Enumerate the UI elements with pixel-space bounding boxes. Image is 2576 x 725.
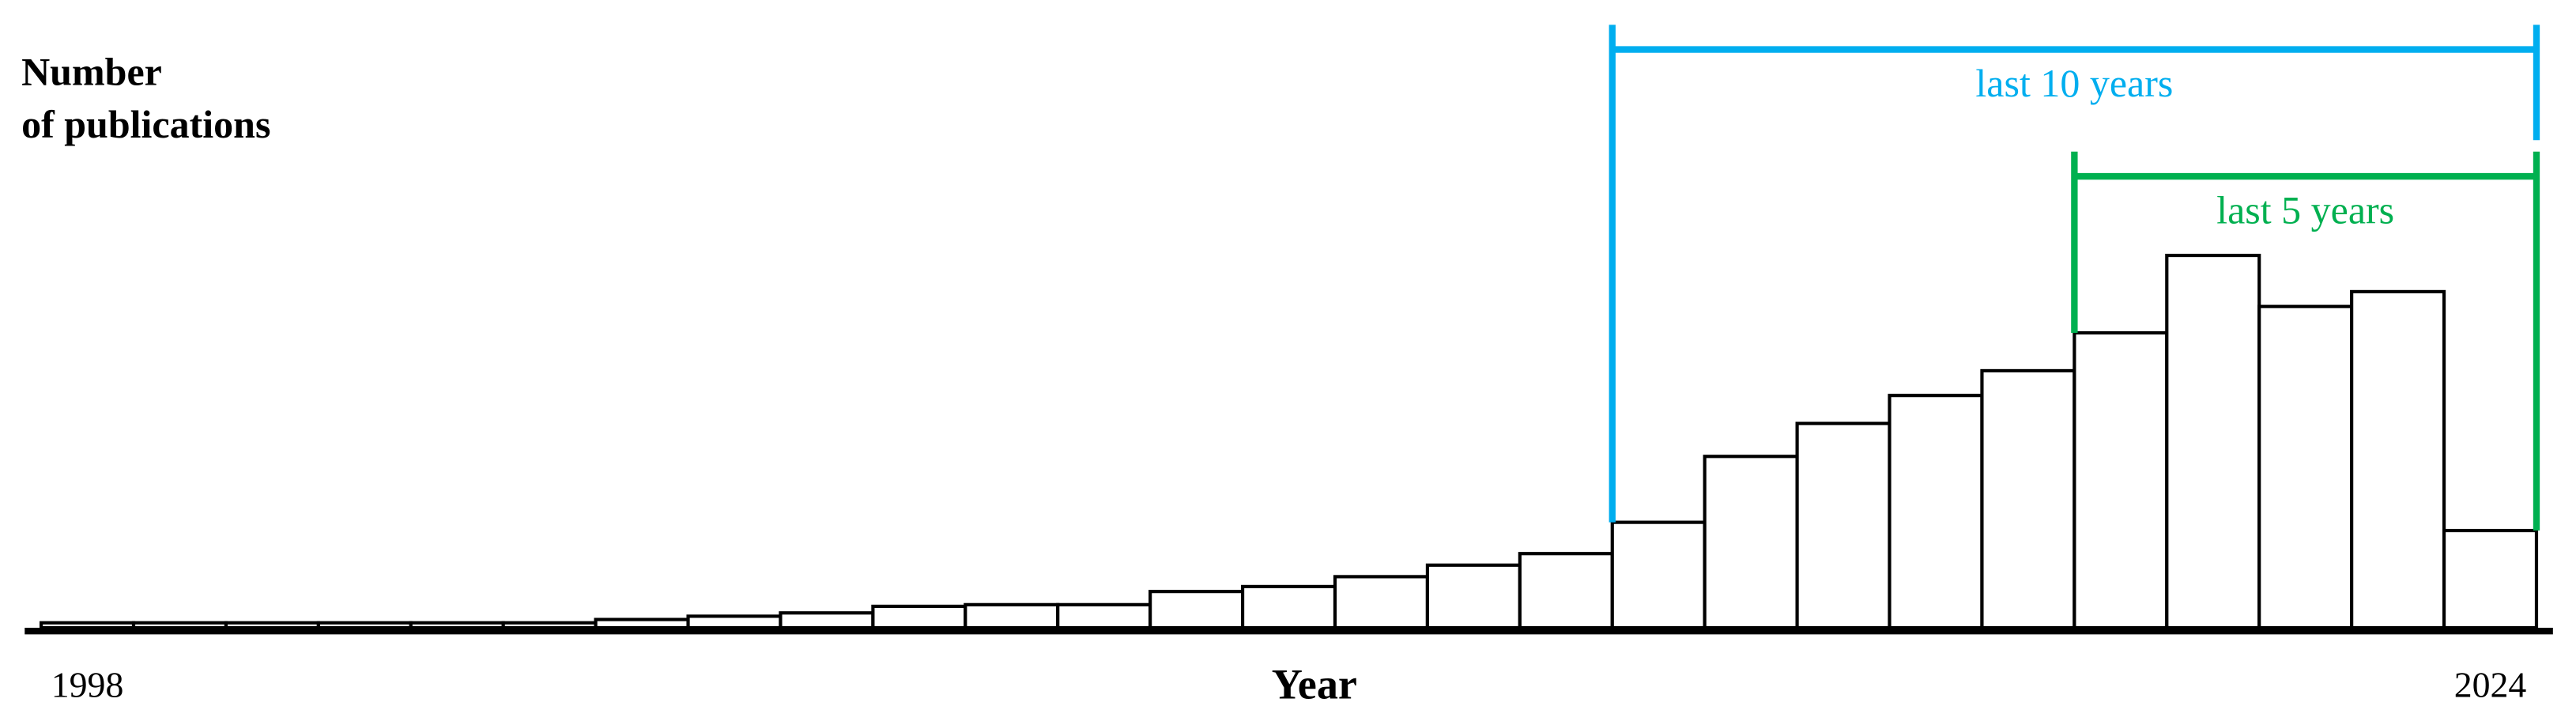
bar xyxy=(1703,455,1799,630)
bar xyxy=(871,604,967,630)
bar xyxy=(1610,520,1707,630)
bar xyxy=(1795,421,1891,630)
bar xyxy=(409,621,505,630)
bar xyxy=(2257,304,2354,630)
bar xyxy=(1056,602,1152,630)
bar xyxy=(1333,575,1430,630)
bar xyxy=(316,621,413,630)
x-tick-label: 1998 xyxy=(51,665,124,705)
bar xyxy=(2350,289,2446,630)
bar xyxy=(131,621,228,630)
annotation: last 5 years xyxy=(2216,187,2394,232)
bar xyxy=(40,621,136,630)
bar xyxy=(686,614,783,630)
bar xyxy=(2165,253,2261,630)
bar xyxy=(964,602,1060,630)
bar xyxy=(2442,528,2539,630)
y-axis-label: of publications xyxy=(21,102,270,146)
bar xyxy=(1980,368,2076,630)
annotation: last 10 years xyxy=(1975,61,2173,105)
y-axis-label: Number xyxy=(21,49,162,93)
bar xyxy=(594,617,690,630)
bar xyxy=(1148,590,1245,630)
x-tick-label: 2024 xyxy=(2454,665,2527,705)
bar xyxy=(224,621,320,630)
x-axis-label: Year xyxy=(1272,661,1357,708)
bar xyxy=(1240,584,1337,630)
bar xyxy=(1425,563,1522,630)
bar xyxy=(1888,394,1984,630)
bar xyxy=(501,621,598,630)
bar xyxy=(2072,330,2169,630)
bar xyxy=(1518,552,1614,630)
bar xyxy=(779,611,875,630)
